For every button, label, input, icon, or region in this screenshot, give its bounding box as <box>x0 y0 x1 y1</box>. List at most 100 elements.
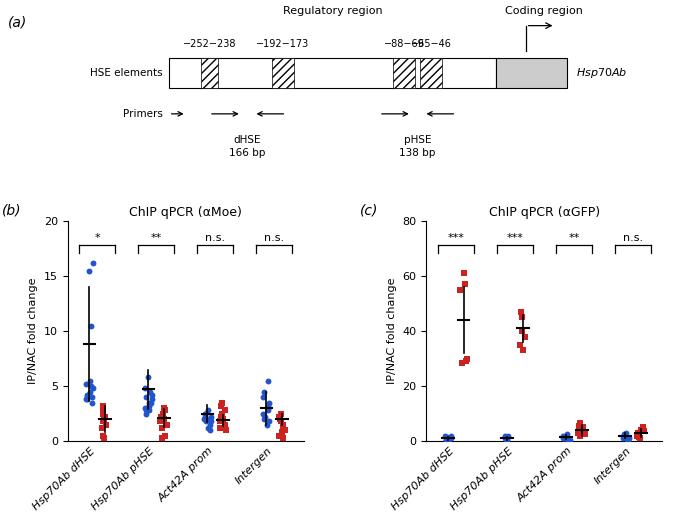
Point <box>206 413 216 421</box>
Point <box>277 424 288 432</box>
Point <box>278 434 289 442</box>
Point <box>558 434 569 443</box>
Point <box>82 391 93 399</box>
Point <box>502 435 513 443</box>
Point <box>620 433 631 441</box>
Point <box>517 346 528 354</box>
Point <box>258 415 269 423</box>
Point <box>635 434 646 443</box>
Point <box>100 421 111 429</box>
Point <box>201 417 212 425</box>
Text: Coding region: Coding region <box>504 6 583 16</box>
Text: (b): (b) <box>1 204 21 217</box>
Point <box>84 387 95 396</box>
Point <box>160 432 170 440</box>
Text: HSE elements: HSE elements <box>90 68 163 78</box>
Point <box>455 286 466 294</box>
Point <box>87 393 97 401</box>
Point <box>279 426 290 434</box>
Point <box>199 415 210 423</box>
Text: (c): (c) <box>360 204 379 217</box>
Title: ChIP qPCR (αGFP): ChIP qPCR (αGFP) <box>489 205 600 218</box>
Point <box>502 435 512 444</box>
Text: −252−238: −252−238 <box>183 39 237 49</box>
Point <box>633 430 644 438</box>
Point <box>200 410 211 418</box>
Point <box>216 398 227 407</box>
Point <box>263 406 274 414</box>
Point <box>216 413 226 421</box>
Point <box>440 436 451 444</box>
Point <box>97 406 108 414</box>
Point <box>158 410 169 418</box>
Point <box>87 259 98 267</box>
Text: *: * <box>94 233 100 243</box>
Text: −88−69: −88−69 <box>384 39 425 49</box>
Point <box>83 266 94 275</box>
Point <box>623 434 634 443</box>
Point <box>220 421 231 429</box>
Point <box>140 406 151 414</box>
Bar <box>272 58 294 88</box>
Point <box>517 327 528 335</box>
Point <box>98 417 109 425</box>
Point <box>459 269 470 278</box>
Point <box>638 423 649 432</box>
Point <box>445 432 456 440</box>
Point <box>87 398 97 407</box>
Point <box>162 421 172 429</box>
Point <box>146 395 157 403</box>
Point <box>460 357 471 365</box>
Point <box>81 395 92 403</box>
Point <box>562 433 573 441</box>
Point <box>200 413 211 421</box>
Point <box>575 419 585 427</box>
Point <box>99 434 110 442</box>
Point <box>263 376 274 385</box>
Point <box>500 433 510 441</box>
Point <box>80 380 91 388</box>
Point <box>264 398 274 407</box>
Point <box>143 373 153 382</box>
Point <box>155 413 166 421</box>
Point <box>503 432 514 440</box>
Point <box>157 434 168 442</box>
Point <box>558 434 569 442</box>
Bar <box>393 58 415 88</box>
Text: Primers: Primers <box>123 109 163 119</box>
Point <box>87 384 98 392</box>
Point <box>220 406 231 414</box>
Point <box>618 434 629 442</box>
Point <box>262 421 272 429</box>
Point <box>564 435 575 443</box>
Point <box>145 387 156 396</box>
Point <box>439 432 450 440</box>
Text: n.s.: n.s. <box>264 233 284 243</box>
Point <box>144 402 155 410</box>
Point <box>205 421 216 429</box>
Text: $\it{Hsp70Ab}$: $\it{Hsp70Ab}$ <box>576 66 628 80</box>
Point <box>84 376 95 385</box>
Point <box>516 308 527 316</box>
Point <box>638 427 649 436</box>
Point <box>221 426 232 434</box>
Point <box>579 430 590 438</box>
Point <box>577 423 588 432</box>
Point <box>202 406 213 414</box>
Point <box>144 406 155 414</box>
Bar <box>169 58 496 88</box>
Point <box>97 402 108 410</box>
Point <box>160 406 170 414</box>
Point <box>158 415 169 423</box>
Text: ***: *** <box>506 233 523 243</box>
Point <box>155 417 166 425</box>
Point <box>634 433 645 441</box>
Point <box>199 410 210 418</box>
Point <box>99 413 110 421</box>
Text: (a): (a) <box>8 15 27 29</box>
Text: n.s.: n.s. <box>623 233 643 243</box>
Point <box>445 434 456 443</box>
Point <box>500 434 510 442</box>
Point <box>159 404 170 412</box>
Point <box>98 410 109 418</box>
